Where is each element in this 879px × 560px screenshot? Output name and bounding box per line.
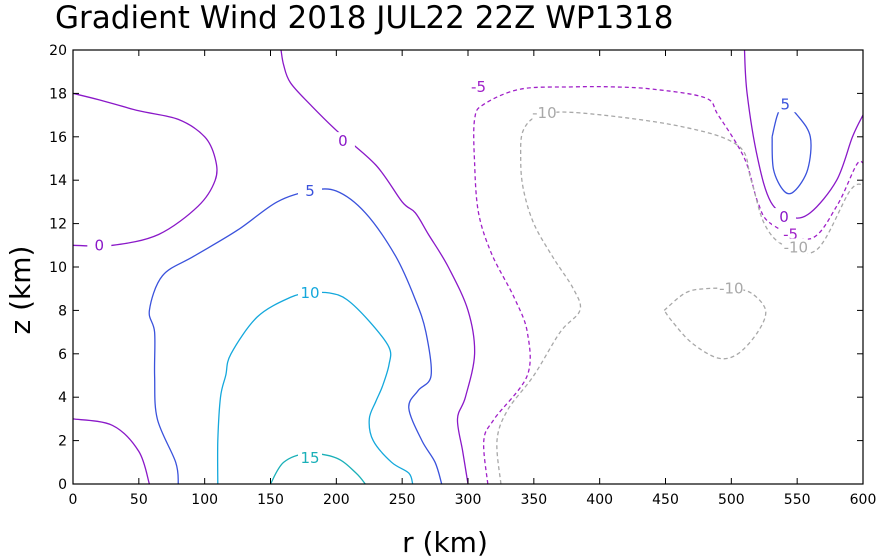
x-tick-label: 400 bbox=[586, 492, 613, 508]
contour-label-background bbox=[783, 238, 808, 256]
contour-line-5 bbox=[771, 103, 812, 195]
x-tick-label: 250 bbox=[389, 492, 416, 508]
contour-label: -10 bbox=[784, 238, 809, 256]
contour-label-background bbox=[330, 132, 355, 150]
contour-label-background bbox=[773, 95, 798, 113]
x-tick-label: 100 bbox=[191, 492, 218, 508]
x-axis-label: r (km) bbox=[402, 526, 488, 559]
contour-label: -10 bbox=[532, 104, 557, 122]
contour-label-background bbox=[466, 77, 491, 95]
y-tick-label: 18 bbox=[49, 86, 67, 102]
contour-label: -5 bbox=[471, 78, 486, 96]
contour-lines bbox=[72, 49, 864, 485]
chart-title: Gradient Wind 2018 JUL22 22Z WP1318 bbox=[55, 0, 673, 36]
contour-label-background bbox=[772, 208, 796, 226]
y-tick-label: 16 bbox=[49, 130, 67, 146]
contour-line-5 bbox=[148, 188, 443, 485]
contour-label: 0 bbox=[338, 132, 348, 150]
contour-line-minus10 bbox=[663, 287, 767, 360]
contour-line-0 bbox=[72, 92, 218, 247]
x-axis-ticks: 0 50 100 150 200 250 300 350 400 450 500 550 600 bbox=[69, 50, 877, 508]
y-tick-label: 12 bbox=[49, 217, 67, 233]
y-axis-ticks: 0 2 4 6 8 10 12 14 16 18 20 bbox=[49, 43, 863, 493]
contour-line-0 bbox=[280, 49, 476, 485]
contour-line-minus10 bbox=[496, 111, 864, 485]
contour-line-10 bbox=[216, 291, 414, 485]
y-axis-label: z (km) bbox=[4, 246, 37, 335]
x-tick-label: 350 bbox=[520, 492, 547, 508]
contour-label: 0 bbox=[95, 236, 105, 254]
y-tick-label: 4 bbox=[58, 390, 67, 406]
contour-label: -10 bbox=[719, 280, 744, 298]
y-tick-label: 14 bbox=[49, 173, 67, 189]
x-tick-label: 50 bbox=[130, 492, 148, 508]
x-tick-label: 300 bbox=[455, 492, 482, 508]
x-tick-label: 550 bbox=[784, 492, 811, 508]
contour-label-background bbox=[87, 236, 112, 254]
x-tick-label: 500 bbox=[718, 492, 745, 508]
contour-line-0 bbox=[72, 418, 151, 485]
contour-label-background bbox=[298, 182, 322, 200]
contour-label: 10 bbox=[300, 284, 319, 302]
x-tick-label: 0 bbox=[69, 492, 78, 508]
contour-line-0 bbox=[743, 49, 864, 219]
contour-line-15 bbox=[269, 452, 366, 485]
x-tick-label: 600 bbox=[850, 492, 877, 508]
contour-label-background bbox=[778, 225, 803, 243]
x-tick-label: 450 bbox=[652, 492, 679, 508]
plot-frame bbox=[72, 49, 864, 485]
x-tick-label: 150 bbox=[257, 492, 284, 508]
contour-label: 5 bbox=[305, 182, 315, 200]
contour-label: 0 bbox=[779, 208, 789, 226]
y-tick-label: 20 bbox=[49, 43, 67, 59]
y-tick-label: 10 bbox=[49, 260, 67, 276]
y-tick-label: 6 bbox=[58, 347, 67, 363]
contour-line-minus5 bbox=[473, 85, 864, 485]
contour-label-background bbox=[298, 284, 322, 302]
contour-label: 5 bbox=[781, 95, 791, 113]
contour-label: 15 bbox=[300, 449, 319, 467]
y-tick-label: 2 bbox=[58, 434, 67, 450]
contour-label-background bbox=[719, 279, 744, 297]
contour-label-background bbox=[298, 448, 322, 466]
contour-label-background bbox=[532, 103, 557, 121]
y-tick-label: 8 bbox=[58, 303, 67, 319]
y-tick-label: 0 bbox=[58, 477, 67, 493]
x-tick-label: 200 bbox=[323, 492, 350, 508]
